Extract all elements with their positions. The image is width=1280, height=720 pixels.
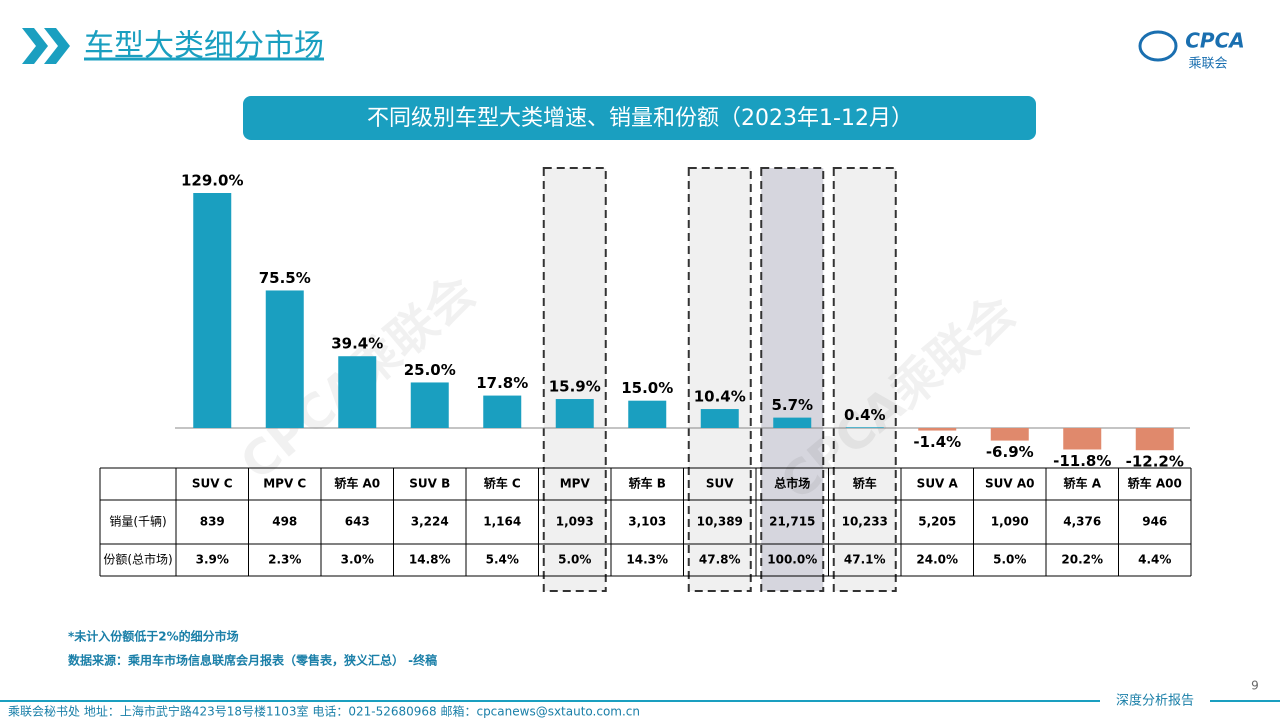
data-label: -12.2%: [1126, 453, 1184, 471]
column-header: 轿车 A: [1064, 476, 1102, 491]
data-label: 129.0%: [181, 172, 243, 190]
table-cell: 24.0%: [916, 553, 958, 567]
table-cell: 498: [272, 515, 297, 529]
table-cell: 2.3%: [268, 553, 301, 567]
column-header: MPV C: [263, 477, 306, 491]
table-cell: 10,389: [697, 515, 743, 529]
logo-text: CPCA: [1185, 29, 1245, 53]
row-label: 销量(千辆): [109, 515, 166, 529]
bar: [555, 399, 594, 428]
data-label: 5.7%: [771, 396, 813, 414]
bar: [700, 409, 739, 428]
table-cell: 5.4%: [486, 553, 519, 567]
column-header: SUV B: [409, 477, 450, 491]
table-cell: 10,233: [842, 515, 888, 529]
table-cell: 3.0%: [341, 553, 374, 567]
chevron: [22, 28, 48, 64]
data-label: -11.8%: [1053, 452, 1111, 470]
bar: [265, 290, 304, 428]
bar: [845, 427, 884, 428]
table-cell: 14.8%: [409, 553, 451, 567]
report-label: 深度分析报告: [1116, 693, 1194, 709]
column-header: 轿车 B: [629, 476, 666, 491]
column-header: 总市场: [774, 476, 810, 491]
bar: [483, 395, 522, 428]
column-header: SUV C: [192, 477, 233, 491]
bar: [990, 428, 1029, 441]
column-header: SUV A: [917, 477, 959, 491]
page-number: 9: [1251, 679, 1259, 693]
bar: [1063, 428, 1102, 450]
bar: [193, 193, 232, 428]
column-header: 轿车 A0: [334, 476, 380, 491]
logo-cn: 乘联会: [1188, 57, 1227, 72]
data-label: 17.8%: [476, 374, 528, 392]
data-label: 10.4%: [694, 388, 746, 406]
table-cell: 5,205: [918, 515, 956, 529]
note: 数据来源：乘用车市场信息联席会月报表（零售表，狭义汇总） -终稿: [68, 653, 437, 668]
data-label: 15.0%: [621, 379, 673, 397]
table-cell: 1,090: [991, 515, 1029, 529]
note: *未计入份额低于2%的细分市场: [68, 629, 239, 644]
column-header: 轿车: [853, 476, 877, 491]
table-cell: 20.2%: [1061, 553, 1103, 567]
data-label: 75.5%: [259, 269, 311, 287]
column-header: SUV: [706, 477, 734, 491]
bar: [773, 417, 812, 428]
logo-mark: [1138, 30, 1178, 62]
table-cell: 3,224: [411, 515, 449, 529]
highlight-box: [542, 167, 607, 592]
data-label: 39.4%: [331, 335, 383, 353]
table-cell: 3.9%: [196, 553, 229, 567]
table-cell: 839: [200, 515, 225, 529]
table-cell: 643: [345, 515, 370, 529]
chart-title: 不同级别车型大类增速、销量和份额（2023年1-12月）: [367, 106, 913, 131]
bar: [410, 382, 449, 428]
data-label: 0.4%: [844, 406, 886, 424]
column-header: MPV: [560, 477, 591, 491]
highlight-box: [760, 167, 825, 592]
table-cell: 3,103: [628, 515, 666, 529]
column-header: 轿车 C: [484, 476, 521, 491]
bar: [918, 428, 957, 431]
bar: [338, 356, 377, 428]
table-cell: 5.0%: [993, 553, 1026, 567]
table-cell: 47.1%: [844, 553, 886, 567]
table-cell: 21,715: [769, 515, 815, 529]
table-cell: 4.4%: [1138, 553, 1171, 567]
table-cell: 1,093: [556, 515, 594, 529]
column-header: 轿车 A00: [1128, 476, 1182, 491]
row-label: 份额(总市场): [103, 552, 172, 567]
column-header: SUV A0: [985, 477, 1035, 491]
table-cell: 47.8%: [699, 553, 741, 567]
highlight-box: [832, 167, 897, 592]
data-label: 15.9%: [549, 378, 601, 396]
footer-address: 乘联会秘书处 地址：上海市武宁路423号18号楼1103室 电话：021-526…: [8, 704, 640, 719]
chevron: [44, 28, 70, 64]
table-cell: 100.0%: [767, 553, 817, 567]
page-title: 车型大类细分市场: [84, 29, 324, 64]
highlight-box: [687, 167, 752, 592]
table-cell: 946: [1142, 515, 1167, 529]
table-cell: 1,164: [483, 515, 521, 529]
table-cell: 5.0%: [558, 553, 591, 567]
data-label: 25.0%: [404, 361, 456, 379]
data-label: -6.9%: [986, 443, 1034, 461]
data-label: -1.4%: [913, 433, 961, 451]
bar: [1135, 428, 1174, 451]
bar: [628, 400, 667, 428]
table-cell: 4,376: [1063, 515, 1101, 529]
subtitle-box: [243, 96, 1036, 140]
table-cell: 14.3%: [626, 553, 668, 567]
